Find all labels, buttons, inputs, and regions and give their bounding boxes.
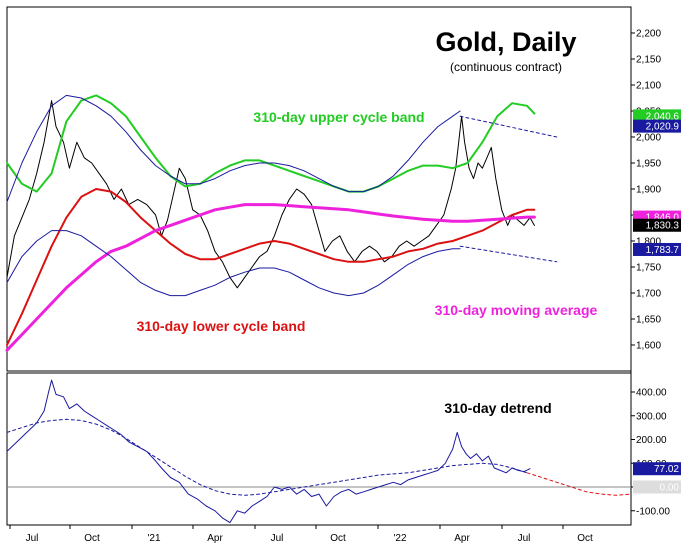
lower-band-label: 310-day lower cycle band	[137, 318, 306, 334]
upper-y-tick-label: 1,750	[636, 263, 661, 274]
x-tick-label: '21	[147, 533, 160, 544]
price-badge-label: 1,830.3	[646, 221, 680, 232]
price-badge	[633, 480, 681, 494]
price-badge-label: 2,020.9	[646, 122, 680, 133]
upper-y-tick-label: 2,100	[636, 81, 661, 92]
x-tick-label: Jul	[518, 533, 531, 544]
series-outer-band-upper	[6, 94, 461, 203]
x-tick-label: Jul	[26, 533, 39, 544]
series-outer-band-lower	[6, 230, 461, 297]
moving-average-label: 310-day moving average	[435, 302, 598, 318]
upper-y-tick-label: 1,800	[636, 237, 661, 248]
price-badge-label: 1,846.0	[646, 213, 680, 224]
x-tick-label: Jul	[271, 533, 284, 544]
lower-y-tick-label: 300.00	[636, 411, 667, 422]
price-badge	[633, 218, 681, 232]
x-tick-label: Oct	[84, 533, 100, 544]
price-badge	[633, 119, 681, 133]
series-price	[6, 100, 535, 289]
lower-y-tick-label: 200.00	[636, 435, 667, 446]
price-badge-label: 1,783.7	[646, 245, 680, 256]
series-cycle-projection	[6, 418, 528, 496]
upper-y-tick-label: 2,200	[636, 29, 661, 40]
price-badge	[633, 462, 681, 476]
upper-plot-area	[5, 94, 558, 352]
lower-plot-area	[6, 379, 632, 524]
series-projection-upper	[459, 115, 558, 138]
lower-y-tick-label: 400.00	[636, 388, 667, 399]
x-tick-label: Oct	[330, 533, 346, 544]
series-detrend	[6, 379, 531, 524]
series-upper-cycle-band	[6, 94, 536, 193]
series-lower-cycle-band	[6, 188, 536, 346]
series-projection-lower	[459, 245, 558, 263]
price-badge	[633, 242, 681, 256]
upper-y-tick-label: 1,950	[636, 159, 661, 170]
price-badges: 2,040.62,020.9 1,846.01,830.3 1,783.7 77.02…	[633, 109, 681, 494]
series-moving-average	[5, 203, 536, 352]
upper-y-tick-label: 2,150	[636, 55, 661, 66]
x-tick-label: Apr	[207, 533, 223, 544]
detrend-label: 310-day detrend	[444, 400, 551, 416]
lower-y-tick-label: -100.00	[636, 506, 670, 517]
upper-y-tick-label: 1,900	[636, 185, 661, 196]
series-cycle-projection-future	[526, 472, 632, 496]
x-tick-label: Oct	[577, 533, 593, 544]
price-badge	[633, 109, 681, 123]
chart-subtitle: (continuous contract)	[450, 60, 562, 74]
upper-y-axis-ticks: 1,6001,6501,7001,7501,8001,8501,9001,950…	[631, 29, 661, 352]
chart-title: Gold, Daily	[435, 27, 576, 57]
price-badge-label: 0.00	[660, 483, 680, 494]
x-tick-label: Apr	[454, 533, 470, 544]
upper-y-tick-label: 1,650	[636, 315, 661, 326]
x-axis-ticks: Jul Oct '21 Apr Jul Oct '22 Apr Jul Oct	[9, 525, 593, 544]
price-badge-label: 2,040.6	[646, 111, 680, 122]
upper-y-tick-label: 1,600	[636, 341, 661, 352]
upper-y-tick-label: 2,000	[636, 133, 661, 144]
price-badge-label: 77.02	[654, 464, 679, 475]
x-tick-label: '22	[393, 533, 406, 544]
upper-y-tick-label: 1,700	[636, 289, 661, 300]
upper-band-label: 310-day upper cycle band	[253, 109, 424, 125]
